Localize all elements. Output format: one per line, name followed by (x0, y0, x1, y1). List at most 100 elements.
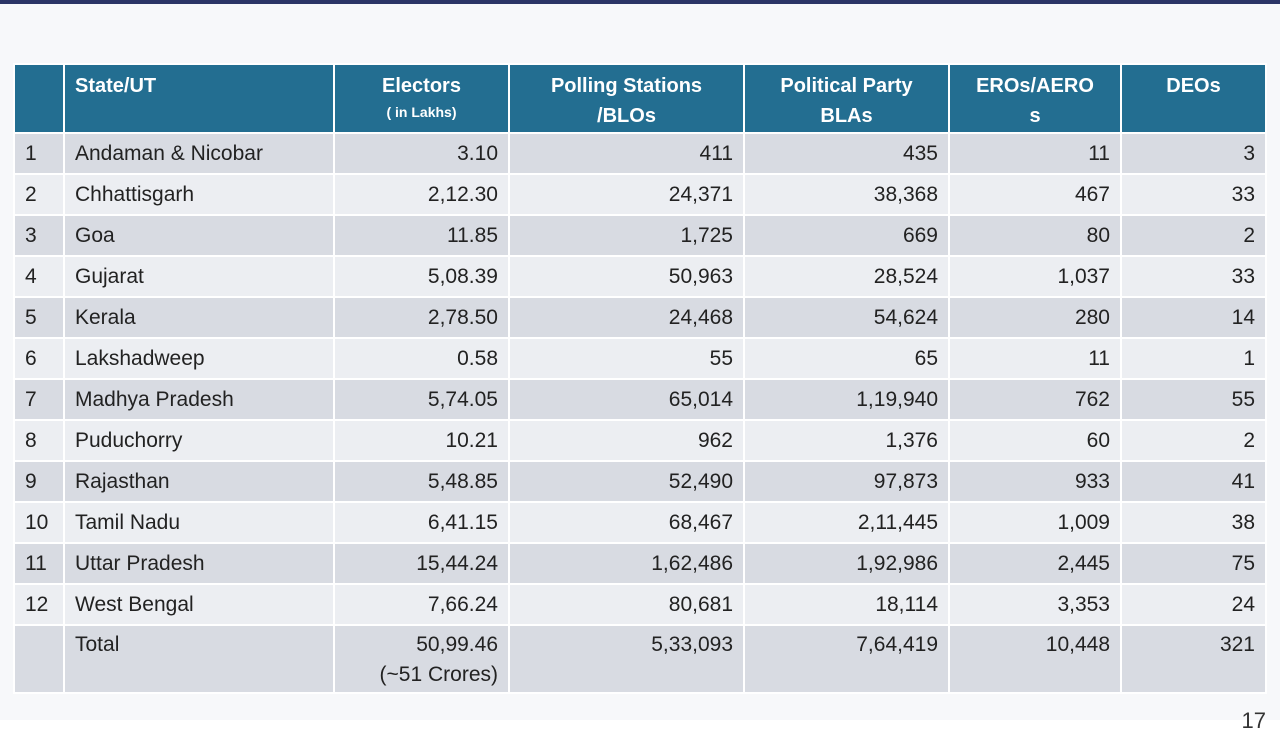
table-cell: 1,725 (508, 214, 745, 257)
table-cell: 54,624 (743, 296, 950, 339)
table-cell: 1 (1120, 337, 1267, 380)
table-cell: Lakshadweep (63, 337, 335, 380)
table-cell: 280 (948, 296, 1122, 339)
table-cell: Total (63, 624, 335, 694)
table-cell: 14 (1120, 296, 1267, 339)
table-cell: 97,873 (743, 460, 950, 503)
table-cell: 55 (1120, 378, 1267, 421)
table-cell: 10.21 (333, 419, 510, 462)
table-cell: 1,009 (948, 501, 1122, 544)
table-row: 1 Andaman & Nicobar 3.10 411 435 11 3 (13, 132, 1267, 175)
header-cell (13, 63, 65, 134)
table-cell: 3.10 (333, 132, 510, 175)
table-cell: 1 (13, 132, 65, 175)
table-cell: 2,11,445 (743, 501, 950, 544)
table-cell: 6,41.15 (333, 501, 510, 544)
table-cell: Andaman & Nicobar (63, 132, 335, 175)
table-cell: 10,448 (948, 624, 1122, 694)
header-cell: Polling Stations/BLOs (508, 63, 745, 134)
table-cell: 33 (1120, 173, 1267, 216)
table-cell: 0.58 (333, 337, 510, 380)
table-cell: 33 (1120, 255, 1267, 298)
table-cell: 4 (13, 255, 65, 298)
table-cell: 12 (13, 583, 65, 626)
cell-text: 10,448 (1045, 633, 1110, 656)
table-cell: 10 (13, 501, 65, 544)
table-cell: 3,353 (948, 583, 1122, 626)
table-cell (13, 624, 65, 694)
table-row: 6 Lakshadweep 0.58 55 65 11 1 (13, 337, 1267, 380)
table-cell: 321 (1120, 624, 1267, 694)
header-cell: DEOs (1120, 63, 1267, 134)
table-cell: Puduchorry (63, 419, 335, 462)
table-cell: 3 (1120, 132, 1267, 175)
table-row: 9 Rajasthan 5,48.85 52,490 97,873 933 41 (13, 460, 1267, 503)
table-cell: Rajasthan (63, 460, 335, 503)
table-cell: 411 (508, 132, 745, 175)
table-cell: West Bengal (63, 583, 335, 626)
table-cell: 75 (1120, 542, 1267, 585)
table-cell: 52,490 (508, 460, 745, 503)
cell-text: 5,33,093 (651, 633, 733, 656)
table-cell: 11.85 (333, 214, 510, 257)
table-cell: 3 (13, 214, 65, 257)
total-row: Total 50,99.46 (~51 Crores) 5,33,093 7,64,41… (13, 624, 1267, 694)
table-cell: 24,371 (508, 173, 745, 216)
table-cell: Madhya Pradesh (63, 378, 335, 421)
header-cell: EROs/AERO s (948, 63, 1122, 134)
header-text: s (1029, 105, 1041, 127)
table-row: 2 Chhattisgarh 2,12.30 24,371 38,368 467 33 (13, 173, 1267, 216)
header-cell: Political Party BLAs (743, 63, 950, 134)
table-cell: 28,524 (743, 255, 950, 298)
table-cell: 24 (1120, 583, 1267, 626)
table-cell: 80 (948, 214, 1122, 257)
header-cell: Electors ( in Lakhs) (333, 63, 510, 134)
header-text: Electors (382, 75, 461, 97)
table-row: 8 Puduchorry 10.21 962 1,376 60 2 (13, 419, 1267, 462)
header-text: Polling Stations (550, 75, 703, 97)
table-cell: 41 (1120, 460, 1267, 503)
table-cell: 2,12.30 (333, 173, 510, 216)
cell-text: 7,64,419 (856, 633, 938, 656)
table-cell: 1,037 (948, 255, 1122, 298)
header-row: State/UT Electors ( in Lakhs) Polling Stati… (13, 63, 1267, 134)
table-row: 7 Madhya Pradesh 5,74.05 65,014 1,19,940 762 5… (13, 378, 1267, 421)
table-body: 1 Andaman & Nicobar 3.10 411 435 11 3 2 Chhattis… (13, 132, 1267, 694)
table-cell: 933 (948, 460, 1122, 503)
cell-text: 321 (1219, 633, 1255, 656)
table-row: 5 Kerala 2,78.50 24,468 54,624 280 14 (13, 296, 1267, 339)
table-cell: Tamil Nadu (63, 501, 335, 544)
cell-text: 50,99.46 (416, 633, 498, 656)
table-cell: 11 (13, 542, 65, 585)
table-cell: 18,114 (743, 583, 950, 626)
table-cell: 2,445 (948, 542, 1122, 585)
table-cell: 5 (13, 296, 65, 339)
table-cell: Goa (63, 214, 335, 257)
table-cell: 50,963 (508, 255, 745, 298)
header-text: EROs/AERO (976, 75, 1094, 97)
cell-text: Total (75, 633, 120, 656)
table-cell: 11 (948, 337, 1122, 380)
table-cell: Chhattisgarh (63, 173, 335, 216)
table-cell: 2 (13, 173, 65, 216)
table-cell: 5,08.39 (333, 255, 510, 298)
table-cell: 38 (1120, 501, 1267, 544)
page-number: 17 (1241, 708, 1266, 733)
table-cell: Gujarat (63, 255, 335, 298)
table-cell: 7,64,419 (743, 624, 950, 694)
header-text: State/UT (75, 75, 157, 97)
table-cell: 5,33,093 (508, 624, 745, 694)
table-cell: 8 (13, 419, 65, 462)
table-cell: 1,19,940 (743, 378, 950, 421)
table-cell: 762 (948, 378, 1122, 421)
table-row: 10 Tamil Nadu 6,41.15 68,467 2,11,445 1,009 38 (13, 501, 1267, 544)
table-cell: 2,78.50 (333, 296, 510, 339)
table-cell: 11 (948, 132, 1122, 175)
table-cell: 962 (508, 419, 745, 462)
table-cell: 6 (13, 337, 65, 380)
data-table: State/UT Electors ( in Lakhs) Polling Stati… (13, 63, 1267, 694)
table-cell: 435 (743, 132, 950, 175)
top-bar (0, 0, 1280, 4)
table-cell: 60 (948, 419, 1122, 462)
table-cell: 5,48.85 (333, 460, 510, 503)
